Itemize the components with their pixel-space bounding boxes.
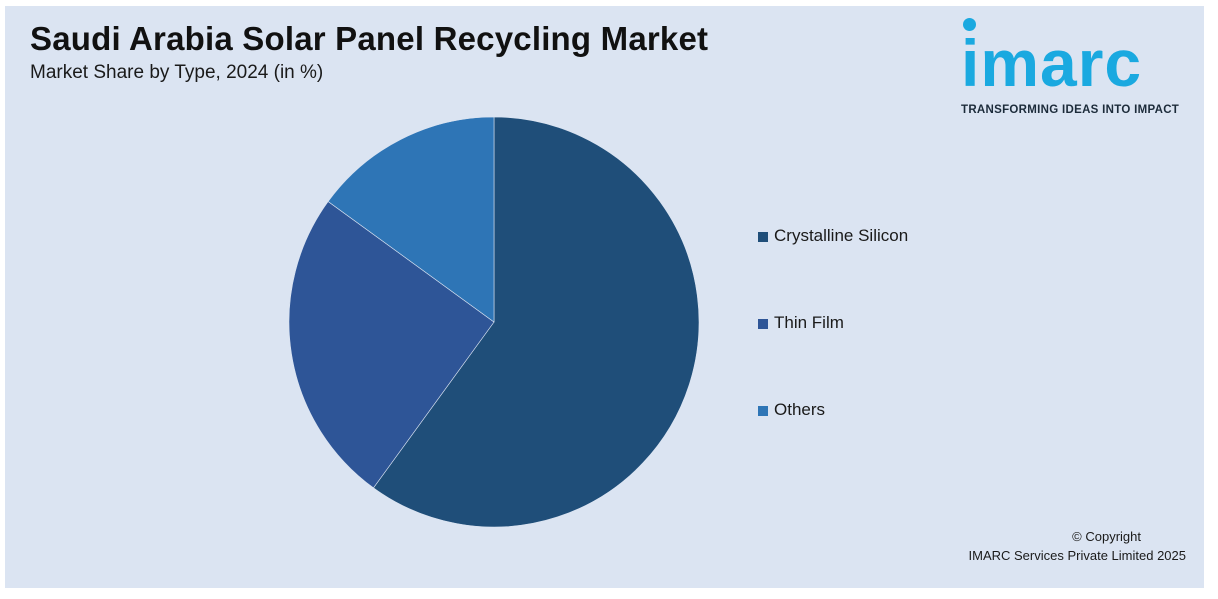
chart-title: Saudi Arabia Solar Panel Recycling Marke… [30, 20, 709, 57]
chart-subtitle: Market Share by Type, 2024 (in %) [30, 62, 324, 83]
logo-wordmark: imarc [961, 26, 1143, 100]
logo-dot [963, 18, 976, 31]
legend-label: Crystalline Silicon [774, 226, 909, 245]
logo-tagline: TRANSFORMING IDEAS INTO IMPACT [961, 104, 1180, 116]
pie-slice-others [327, 116, 495, 323]
legend-swatch [758, 319, 768, 329]
copyright-line-1: © Copyright [1072, 529, 1141, 544]
legend-swatch [758, 406, 768, 416]
copyright-line-2: IMARC Services Private Limited 2025 [968, 548, 1186, 563]
pie-slice-crystalline-silicon [373, 116, 700, 528]
imarc-logo: imarc TRANSFORMING IDEAS INTO IMPACT [955, 12, 1190, 124]
copyright-block: © Copyright IMARC Services Private Limit… [969, 527, 1186, 565]
pie-slice-thin-film [288, 201, 495, 489]
legend-label: Others [774, 400, 826, 419]
legend-swatch [758, 232, 768, 242]
legend-label: Thin Film [774, 313, 844, 332]
